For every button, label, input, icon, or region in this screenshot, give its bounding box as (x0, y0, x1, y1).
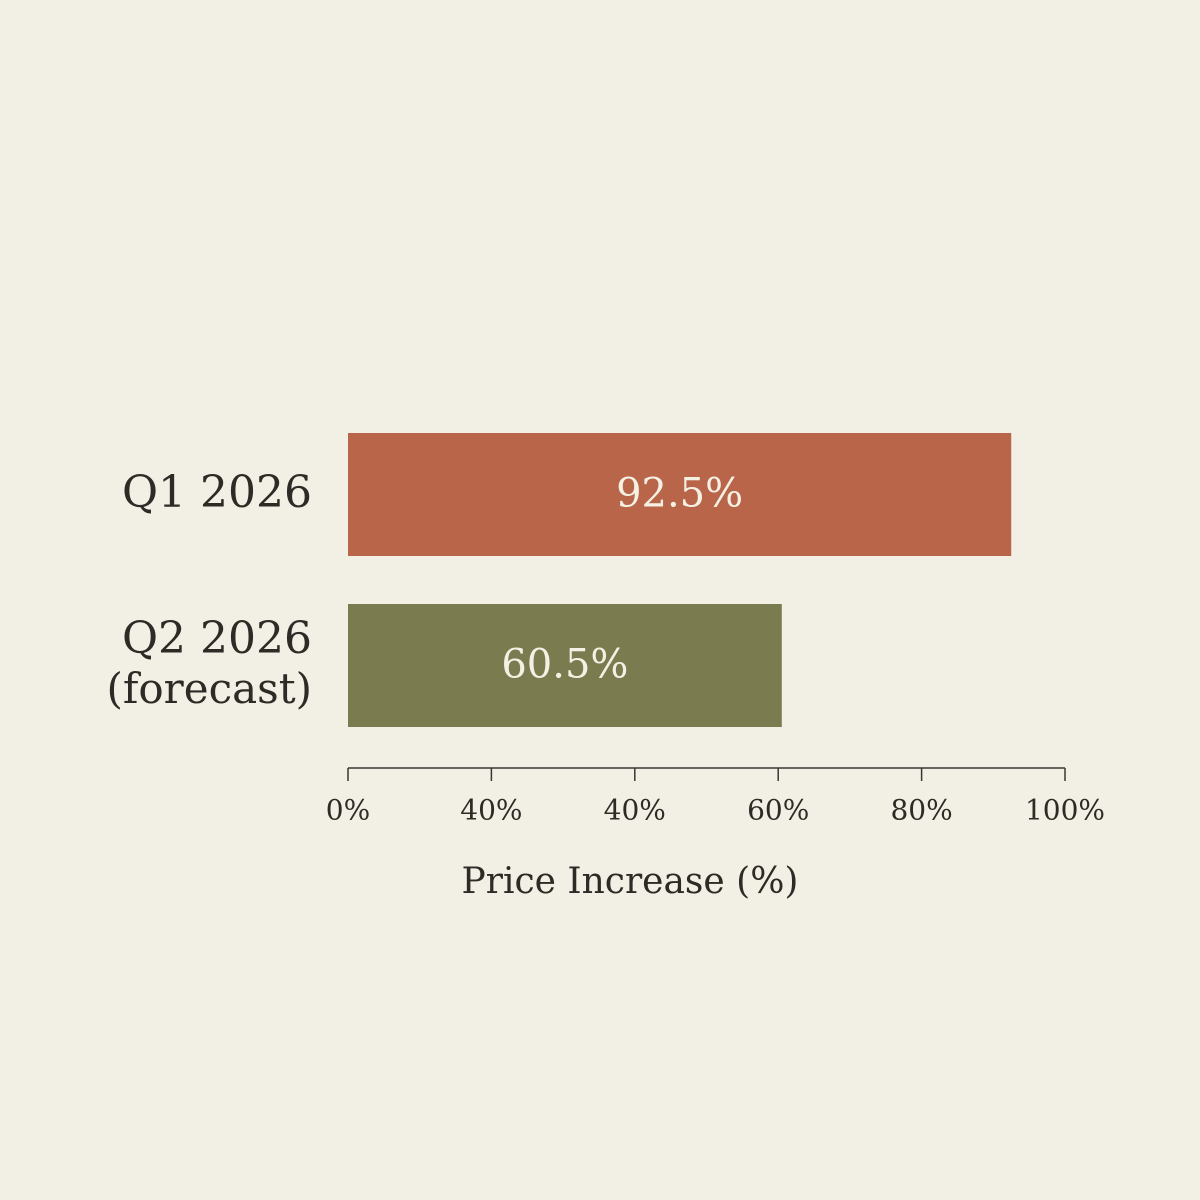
bar-value-label: 60.5% (501, 642, 628, 688)
x-tick-label: 40% (604, 794, 666, 827)
x-tick-label: 80% (890, 794, 952, 827)
x-axis-title: Price Increase (%) (462, 861, 799, 902)
y-tick-label: Q2 2026 (forecast) (106, 612, 312, 713)
bar (348, 433, 1012, 556)
x-tick-label: 100% (1025, 794, 1105, 827)
x-tick-label: 40% (460, 794, 522, 827)
bar-value-label: 92.5% (616, 471, 743, 517)
x-tick-label: 0% (326, 794, 370, 827)
x-tick-label: 60% (747, 794, 809, 827)
y-tick-label: Q1 2026 (121, 466, 312, 518)
bar (348, 604, 782, 727)
